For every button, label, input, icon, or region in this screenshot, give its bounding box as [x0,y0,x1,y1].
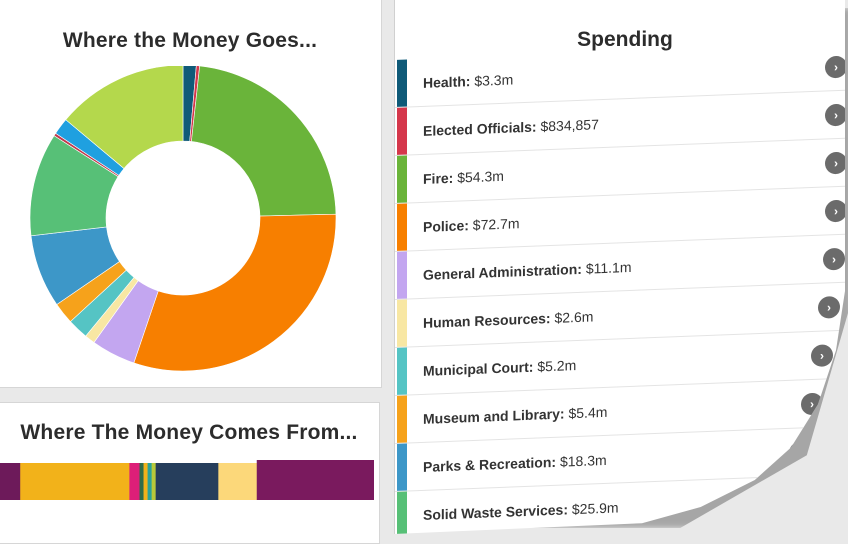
category-color-swatch [397,107,407,155]
category-color-swatch [397,299,407,347]
spending-category-label: Police: [423,216,469,235]
chevron-right-icon[interactable]: › [811,343,833,367]
spending-category-amount: $18.3m [556,451,607,470]
spending-row-text: Solid Waste Services: $25.9m [423,499,619,523]
spending-row-text: Fire: $54.3m [423,167,504,186]
where-money-comes-title: Where The Money Comes From... [20,421,358,444]
spending-category-label: Health: [423,72,471,91]
spending-category-amount: $5.2m [533,356,577,375]
category-color-swatch [397,59,407,107]
spending-category-label: Fire: [423,169,454,187]
chevron-right-icon[interactable]: › [825,55,845,78]
donut-segment-police[interactable] [133,213,337,372]
chevron-right-icon[interactable]: › [825,199,845,222]
category-color-swatch [397,347,407,395]
spending-category-label: General Administration: [423,260,582,283]
spending-category-amount: $2.6m [550,307,594,326]
chevron-right-icon[interactable]: › [775,489,797,512]
category-color-swatch [397,203,407,251]
donut-segment-fire[interactable] [191,66,337,217]
spending-title: Spending [577,28,673,51]
category-color-swatch [397,155,407,203]
spending-category-amount: $3.3m [470,70,514,89]
spending-category-label: Museum and Library: [423,404,565,427]
revenue-segment-10[interactable] [256,460,374,500]
spending-row-text: General Administration: $11.1m [423,258,632,282]
spending-panel: Spending Health: $3.3m › Elected Officials… [394,0,848,534]
spending-category-amount: $11.1m [581,258,632,277]
spending-row-text: Museum and Library: $5.4m [423,403,607,426]
spending-category-amount: $54.3m [453,167,504,186]
revenue-segment-3[interactable] [129,463,140,500]
spending-row-text: Elected Officials: $834,857 [423,116,599,139]
spending-row-text: Municipal Court: $5.2m [423,357,576,379]
spending-category-label: Human Resources: [423,309,551,331]
revenue-segment-9[interactable] [218,463,258,500]
chevron-right-icon[interactable]: › [823,247,845,271]
spending-row-text: Health: $3.3m [423,71,513,90]
spending-sheet: Spending Health: $3.3m › Elected Officials… [394,0,845,534]
spending-row-text: Police: $72.7m [423,215,520,235]
spending-row-text: Human Resources: $2.6m [423,308,593,331]
spending-category-amount: $25.9m [567,498,619,517]
revenue-segment-2[interactable] [20,463,130,500]
category-color-swatch [397,395,407,443]
chevron-right-icon[interactable]: › [825,151,845,174]
spending-category-label: Elected Officials: [423,118,537,139]
spending-category-label: Solid Waste Services: [423,500,568,523]
category-color-swatch [397,251,407,299]
revenue-segment-7[interactable] [151,463,157,500]
category-color-swatch [397,443,407,491]
chevron-right-icon[interactable]: › [818,295,840,319]
spending-row-text: Parks & Recreation: $18.3m [423,451,607,474]
spending-category-amount: $5.4m [564,403,608,421]
revenue-segment-4[interactable] [139,463,144,500]
spending-donut-chart[interactable] [30,66,340,376]
category-color-swatch [397,491,407,534]
revenue-stacked-bar[interactable] [0,460,374,502]
where-money-goes-title: Where the Money Goes... [62,29,318,52]
donut-segment-unlabeled-3[interactable] [65,66,184,169]
revenue-segment-1[interactable] [0,463,21,500]
spending-category-amount: $72.7m [468,214,520,233]
spending-category-amount: $834,857 [536,115,599,135]
revenue-segment-8[interactable] [155,463,219,500]
revenue-segment-6[interactable] [147,463,153,500]
spending-category-label: Municipal Court: [423,358,534,379]
revenue-segment-5[interactable] [143,463,148,500]
chevron-right-icon[interactable]: › [825,103,845,126]
spending-category-label: Parks & Recreation: [423,453,557,475]
